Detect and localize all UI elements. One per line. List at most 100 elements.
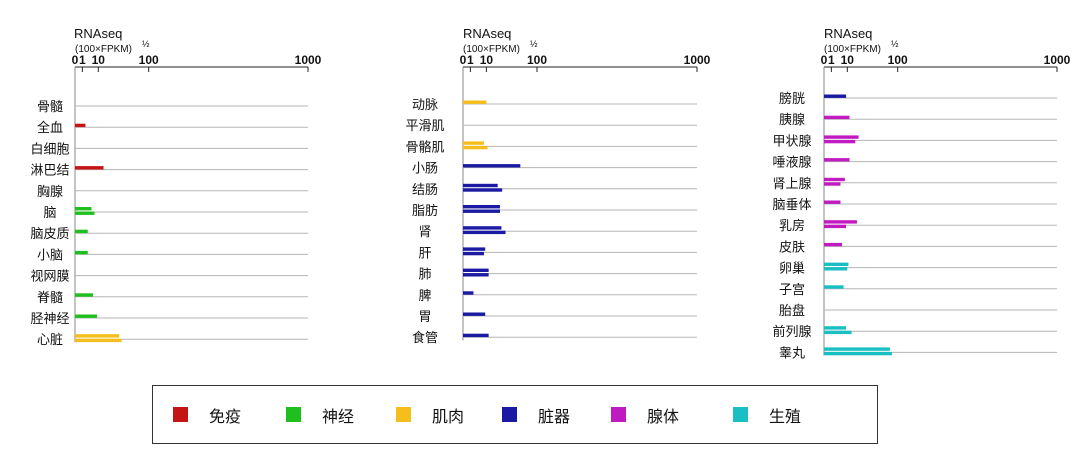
bar (824, 200, 841, 204)
tick-label: 10 (841, 53, 855, 67)
bar (75, 123, 86, 128)
tick-label: 1000 (684, 53, 711, 67)
axis-unit: (100×FPKM) (463, 44, 520, 55)
legend-item-immune: 免疫 (173, 386, 241, 443)
bar (824, 182, 841, 186)
tick-label: 0 (460, 53, 467, 67)
tick-label: 10 (480, 53, 494, 67)
axis-unit-superscript: ½ (142, 39, 150, 49)
row-label: 肾 (418, 225, 431, 240)
row-label: 脑垂体 (772, 198, 811, 213)
bar (824, 139, 856, 144)
row-label: 前列腺 (772, 324, 811, 340)
row-label: 白细胞 (30, 141, 69, 157)
row-label: 子宫 (779, 283, 805, 298)
tick-label: 1 (828, 53, 835, 67)
row-label: 平滑肌 (405, 119, 444, 134)
legend-label-organ: 脏器 (538, 406, 571, 426)
axis-unit-superscript: ½ (891, 39, 899, 49)
bar (463, 164, 521, 168)
row-label: 肾上腺 (772, 177, 811, 192)
bar (463, 291, 474, 295)
legend-label-muscle: 肌肉 (432, 406, 465, 426)
tick-label: 100 (527, 53, 547, 67)
bar (75, 211, 95, 215)
bar (463, 205, 500, 209)
row-label: 乳房 (779, 218, 805, 234)
row-label: 小肠 (412, 162, 438, 177)
axis-title: RNAseq (74, 26, 122, 41)
axis-unit: (100×FPKM) (824, 44, 881, 55)
legend-swatch-nerve (286, 407, 301, 422)
row-label: 脊髓 (37, 291, 63, 306)
bar (824, 177, 845, 182)
axis-title: RNAseq (463, 26, 511, 41)
chart-panel: RNAseq (100×FPKM) ½ 0 1 10 100 1000 膀胱胰腺甲状腺唾液腺肾上… (772, 26, 1070, 361)
bar (463, 312, 486, 316)
row-label: 食管 (412, 330, 438, 346)
tick-label: 1000 (295, 53, 322, 67)
tick-label: 100 (888, 53, 908, 67)
bar (463, 268, 489, 272)
row-label: 甲状腺 (772, 134, 811, 149)
bar (824, 262, 849, 266)
bar (824, 347, 890, 351)
legend-label-gland: 腺体 (647, 406, 680, 426)
bar (463, 333, 489, 338)
bar (75, 207, 92, 211)
bar (463, 226, 502, 230)
legend-item-nerve: 神经 (286, 386, 354, 443)
row-label: 卵巢 (779, 262, 805, 277)
tick-label: 1000 (1044, 53, 1071, 67)
bar (824, 224, 847, 229)
row-label: 视网膜 (30, 270, 69, 285)
bar (463, 209, 500, 213)
row-label: 胃 (418, 310, 431, 325)
bar (824, 267, 848, 271)
bar (463, 247, 486, 251)
row-label: 皮肤 (779, 240, 805, 255)
tick-label: 0 (821, 53, 828, 67)
bar (75, 293, 94, 297)
row-label: 肝 (418, 246, 431, 261)
row-label: 胎盘 (779, 303, 805, 319)
row-label: 骨髓 (37, 100, 63, 115)
bar (824, 242, 843, 247)
axis-unit: (100×FPKM) (75, 44, 132, 55)
row-label: 脾 (418, 289, 431, 304)
bar (824, 330, 852, 335)
legend-item-reproductive: 生殖 (733, 386, 801, 443)
bar (75, 314, 98, 318)
legend-item-muscle: 肌肉 (396, 386, 464, 443)
bar (824, 94, 847, 98)
row-label: 肺 (418, 268, 431, 283)
row-label: 脑 (43, 206, 56, 221)
row-label: 胫神经 (30, 312, 69, 327)
row-label: 心脏 (37, 333, 63, 348)
bar (824, 351, 892, 356)
row-label: 小脑 (37, 248, 63, 263)
legend-swatch-reproductive (733, 407, 748, 422)
bar (75, 334, 120, 338)
bar (824, 115, 850, 120)
legend-label-nerve: 神经 (322, 406, 355, 426)
tick-label: 1 (467, 53, 474, 67)
row-label: 胸腺 (37, 185, 63, 200)
row-label: 骨骼肌 (405, 139, 444, 155)
bar (824, 326, 847, 330)
row-label: 全血 (37, 120, 63, 136)
bar (824, 220, 857, 224)
legend: 免疫 神经 肌肉 脏器 腺体 生殖 (152, 385, 878, 444)
row-label: 睾丸 (779, 345, 805, 361)
row-label: 膀胱 (779, 91, 805, 107)
bar (463, 183, 498, 188)
axis-title: RNAseq (824, 26, 872, 41)
row-label: 脑皮质 (30, 227, 69, 242)
bar (75, 250, 88, 255)
row-label: 动脉 (412, 98, 438, 113)
row-label: 胰腺 (779, 113, 805, 128)
legend-label-immune: 免疫 (209, 406, 242, 426)
legend-item-organ: 脏器 (502, 386, 570, 443)
tick-label: 1 (79, 53, 86, 67)
bar (463, 100, 487, 104)
